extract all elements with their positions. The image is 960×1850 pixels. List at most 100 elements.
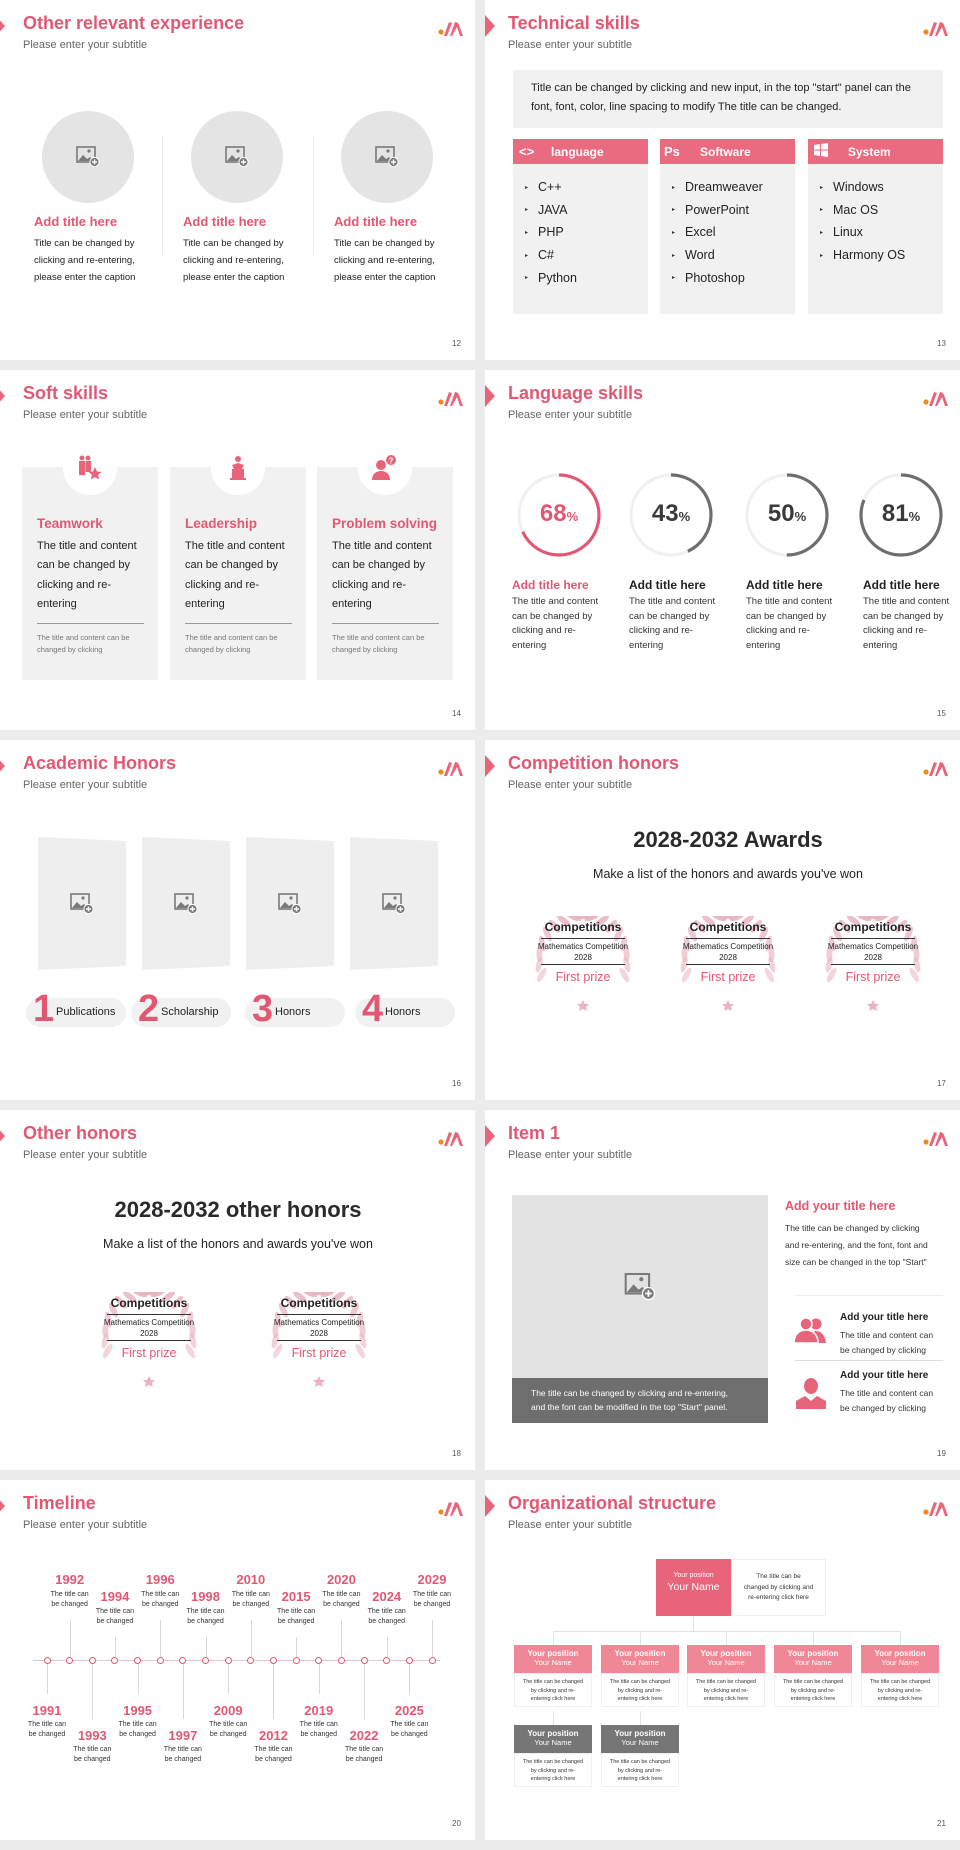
divider: [332, 623, 439, 624]
timeline-dot[interactable]: [43, 1656, 51, 1664]
org-connector: [640, 1631, 641, 1645]
timeline-dot[interactable]: [224, 1656, 232, 1664]
timeline-year: 2029: [417, 1572, 447, 1587]
timeline-dot[interactable]: [111, 1656, 119, 1664]
image-placeholder[interactable]: [350, 837, 438, 970]
slide-other-relevant-experience[interactable]: Other relevant experience Please enter y…: [0, 0, 475, 360]
honor-number: 3: [252, 988, 274, 1030]
timeline-text: The title can be changed: [186, 1608, 225, 1625]
award-name: Mathematics Competition: [827, 942, 919, 951]
add-image-icon: [375, 146, 399, 168]
timeline-dot[interactable]: [315, 1656, 323, 1664]
logo-icon: [438, 388, 466, 408]
divider: [313, 135, 314, 255]
item-title: Add title here: [183, 214, 267, 229]
org-card-header[interactable]: Your position Your Name: [514, 1725, 592, 1753]
timeline-year: 2010: [236, 1572, 266, 1587]
slide-title: Organizational structure: [508, 1493, 717, 1513]
add-image-icon: [278, 892, 302, 915]
timeline-year: 1994: [100, 1589, 130, 1604]
list-item: Harmony OS: [820, 246, 943, 269]
skill-title: Leadership: [185, 516, 258, 531]
image-placeholder[interactable]: [38, 837, 126, 970]
timeline-year: 2009: [213, 1703, 243, 1718]
org-name: Your Name: [667, 1581, 720, 1593]
org-card-header[interactable]: Your position Your Name: [687, 1645, 765, 1673]
timeline-text: The title can be changed: [163, 1746, 202, 1763]
org-top-card[interactable]: Your position Your Name: [656, 1559, 731, 1616]
timeline-dot[interactable]: [360, 1656, 368, 1664]
divider: [795, 1360, 943, 1361]
divider: [541, 938, 625, 939]
slide-technical-skills[interactable]: Technical skills Please enter your subti…: [485, 0, 960, 360]
slide-soft-skills[interactable]: Soft skills Please enter your subtitle T…: [0, 370, 475, 730]
org-card-header[interactable]: Your position Your Name: [774, 1645, 852, 1673]
logo-icon: [438, 18, 466, 38]
user-icon: [796, 1377, 826, 1414]
org-card-header[interactable]: Your position Your Name: [861, 1645, 939, 1673]
slide-competition-honors[interactable]: Competition honors Please enter your sub…: [485, 740, 960, 1100]
timeline-dot[interactable]: [292, 1656, 300, 1664]
slide-timeline[interactable]: Timeline Please enter your subtitle 1991…: [0, 1480, 475, 1840]
timeline-dot[interactable]: [383, 1656, 391, 1664]
skill-text: The title and content can be changed by …: [512, 596, 599, 651]
slide-subtitle: Please enter your subtitle: [23, 409, 148, 421]
timeline-dot[interactable]: [247, 1656, 255, 1664]
org-name: Your Name: [534, 1658, 572, 1667]
progress-ring: [515, 471, 603, 559]
honor-label: Honors: [385, 1006, 421, 1018]
divider: [686, 964, 770, 965]
image-placeholder[interactable]: [341, 111, 433, 203]
list-item: Excel: [672, 223, 795, 246]
image-placeholder[interactable]: [246, 837, 334, 970]
timeline-dot[interactable]: [156, 1656, 164, 1664]
arrow-marker-icon: [0, 385, 5, 407]
percent-unit: %: [794, 509, 807, 524]
skill-title: Add title here: [746, 578, 823, 592]
slide-academic-honors[interactable]: Academic Honors Please enter your subtit…: [0, 740, 475, 1100]
slide-other-honors[interactable]: Other honors Please enter your subtitle …: [0, 1110, 475, 1470]
timeline-dot[interactable]: [66, 1656, 74, 1664]
timeline-text: The title can be changed: [322, 1591, 361, 1608]
image-placeholder[interactable]: [191, 111, 283, 203]
slide-subtitle: Please enter your subtitle: [23, 1519, 148, 1531]
teamwork-icon: [63, 441, 117, 495]
org-card-header[interactable]: Your position Your Name: [601, 1645, 679, 1673]
timeline-dot[interactable]: [428, 1656, 436, 1664]
image-placeholder[interactable]: [42, 111, 134, 203]
slide-language-skills[interactable]: Language skills Please enter your subtit…: [485, 370, 960, 730]
timeline-dot[interactable]: [405, 1656, 413, 1664]
org-connector: [640, 1711, 641, 1725]
percent-value: 81%: [856, 500, 946, 528]
slide-title: Technical skills: [508, 13, 640, 33]
image-placeholder[interactable]: [142, 837, 230, 970]
item-title: Add your title here: [840, 1370, 929, 1381]
ring-progress: [629, 473, 713, 557]
timeline-year: 2012: [259, 1728, 288, 1743]
timeline-dot[interactable]: [269, 1656, 277, 1664]
org-card-header[interactable]: Your position Your Name: [514, 1645, 592, 1673]
photoshop-icon: Ps: [664, 144, 680, 159]
timeline-dot[interactable]: [337, 1656, 345, 1664]
award-category: Competitions: [544, 920, 622, 934]
skill-note: The title and content can be changed by …: [185, 633, 278, 654]
timeline-connector: [182, 1661, 184, 1719]
award-prize: First prize: [555, 970, 611, 984]
timeline-dot[interactable]: [88, 1656, 96, 1664]
logo-icon: [923, 388, 951, 408]
slide-subtitle: Please enter your subtitle: [508, 39, 633, 51]
org-card-header[interactable]: Your position Your Name: [601, 1725, 679, 1753]
slide-item-1[interactable]: Item 1 Please enter your subtitle The ti…: [485, 1110, 960, 1470]
timeline-dot[interactable]: [134, 1656, 142, 1664]
image-placeholder[interactable]: [512, 1195, 768, 1378]
skill-text: The title and content can be changed by …: [185, 540, 285, 610]
item-text: Title can be changed by clicking and re-…: [334, 238, 436, 283]
slide-organizational-structure[interactable]: Organizational structure Please enter yo…: [485, 1480, 960, 1840]
award-year: 2028: [719, 953, 737, 962]
slide-title: Competition honors: [508, 753, 679, 773]
timeline-axis: [33, 1660, 440, 1661]
percent-number: 50: [767, 500, 795, 527]
timeline-dot[interactable]: [202, 1656, 210, 1664]
timeline-dot[interactable]: [179, 1656, 187, 1664]
org-connector: [813, 1631, 814, 1645]
